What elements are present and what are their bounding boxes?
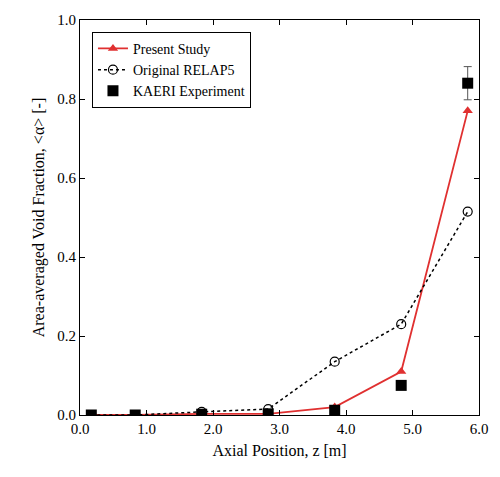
svg-text:0.6: 0.6 xyxy=(57,170,76,186)
svg-text:2.0: 2.0 xyxy=(204,421,223,437)
svg-text:Axial Position, z [m]: Axial Position, z [m] xyxy=(212,442,346,459)
svg-text:1.0: 1.0 xyxy=(137,421,156,437)
svg-text:6.0: 6.0 xyxy=(470,421,489,437)
svg-text:0.4: 0.4 xyxy=(57,249,76,265)
svg-text:Area-averaged Void Fraction, <: Area-averaged Void Fraction, <α> [-] xyxy=(30,98,48,338)
svg-text:5.0: 5.0 xyxy=(403,421,422,437)
svg-text:Original RELAP5: Original RELAP5 xyxy=(133,63,235,78)
svg-text:0.2: 0.2 xyxy=(57,328,76,344)
svg-text:KAERI Experiment: KAERI Experiment xyxy=(133,84,245,99)
svg-text:Present Study: Present Study xyxy=(133,42,210,57)
svg-text:0.0: 0.0 xyxy=(57,407,76,423)
svg-text:1.0: 1.0 xyxy=(57,12,76,28)
svg-text:0.0: 0.0 xyxy=(71,421,90,437)
svg-text:3.0: 3.0 xyxy=(270,421,289,437)
svg-text:0.8: 0.8 xyxy=(57,91,76,107)
svg-text:4.0: 4.0 xyxy=(337,421,356,437)
